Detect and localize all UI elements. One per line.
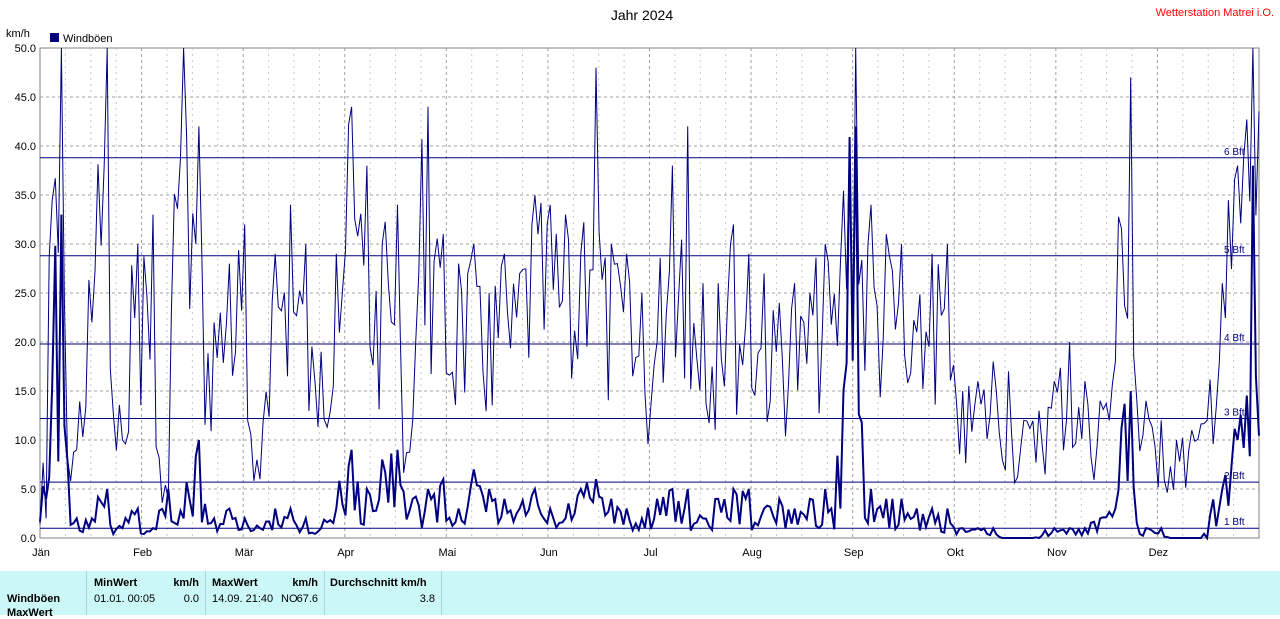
y-tick-label: 20.0: [15, 337, 36, 349]
x-tick-label: Jun: [540, 547, 558, 559]
y-tick-label: 40.0: [15, 141, 36, 153]
station-name: Wetterstation Matrei i.O.: [1156, 7, 1274, 19]
x-tick-label: Jul: [643, 547, 657, 559]
y-unit-label: km/h: [6, 28, 30, 40]
max-timestamp: 14.09. 21:40: [212, 593, 274, 605]
x-tick-label: Okt: [947, 547, 964, 559]
gust-average-line: [39, 126, 1260, 541]
max-unit: km/h: [292, 577, 318, 589]
x-tick-label: Sep: [844, 547, 864, 559]
y-tick-label: 45.0: [15, 92, 36, 104]
legend-label: Windböen: [63, 33, 113, 45]
y-axis: 0.0 5.0 10.0 15.0 20.0 25.0 30.0 35.0 40.0 45.0 50…: [15, 43, 36, 545]
y-tick-label: 0.0: [21, 533, 36, 545]
min-value: 0.0: [183, 593, 199, 605]
stats-max-cell: MaxWert km/h 14.09. 21:40 NO 67.6: [206, 571, 325, 615]
min-unit: km/h: [173, 577, 199, 589]
stats-avg-cell: Durchschnitt km/h 3.8: [325, 571, 442, 615]
y-tick-label: 15.0: [15, 386, 36, 398]
max-header: MaxWert: [212, 577, 258, 589]
stats-row-label-2: MaxWert: [7, 607, 53, 619]
min-header: MinWert: [94, 577, 138, 589]
x-tick-label: Mär: [235, 547, 254, 559]
max-direction: NO: [281, 593, 298, 605]
avg-header: Durchschnitt km/h: [330, 577, 427, 589]
x-tick-label: Feb: [133, 547, 152, 559]
x-tick-label: Dez: [1149, 547, 1169, 559]
beaufort-label: 4 Bft: [1224, 333, 1245, 344]
beaufort-label: 5 Bft: [1224, 245, 1245, 256]
stats-panel: Windböen MaxWert MinWert km/h 01.01. 00:…: [0, 571, 1280, 619]
x-tick-label: Mai: [438, 547, 456, 559]
stats-row-label: Windböen: [7, 593, 61, 605]
y-tick-label: 30.0: [15, 239, 36, 251]
min-timestamp: 01.01. 00:05: [94, 593, 156, 605]
avg-value: 3.8: [419, 593, 435, 605]
stats-row-label-cell: Windböen MaxWert: [0, 571, 87, 619]
x-tick-label: Nov: [1047, 547, 1067, 559]
grid: [40, 48, 1259, 538]
legend-swatch: [50, 33, 59, 42]
gust-peak-line: [39, 47, 1260, 525]
x-tick-label: Apr: [337, 547, 354, 559]
y-tick-label: 25.0: [15, 288, 36, 300]
wind-chart: Jahr 2024 Wetterstation Matrei i.O. km/h…: [6, 7, 1274, 559]
y-tick-label: 5.0: [21, 484, 36, 496]
y-tick-label: 35.0: [15, 190, 36, 202]
chart-title: Jahr 2024: [611, 7, 673, 23]
beaufort-label: 1 Bft: [1224, 517, 1245, 528]
beaufort-label: 3 Bft: [1224, 407, 1245, 418]
x-tick-label: Jän: [32, 547, 50, 559]
stats-min-cell: MinWert km/h 01.01. 00:05 0.0: [87, 571, 206, 615]
beaufort-label: 6 Bft: [1224, 147, 1245, 158]
x-tick-label: Aug: [742, 547, 762, 559]
beaufort-label: 2 Bft: [1224, 471, 1245, 482]
y-tick-label: 10.0: [15, 435, 36, 447]
y-tick-label: 50.0: [15, 43, 36, 55]
x-axis: Jän Feb Mär Apr Mai Jun Jul Aug Sep Okt Nov Dez: [32, 547, 1168, 559]
max-value: 67.6: [296, 593, 318, 605]
